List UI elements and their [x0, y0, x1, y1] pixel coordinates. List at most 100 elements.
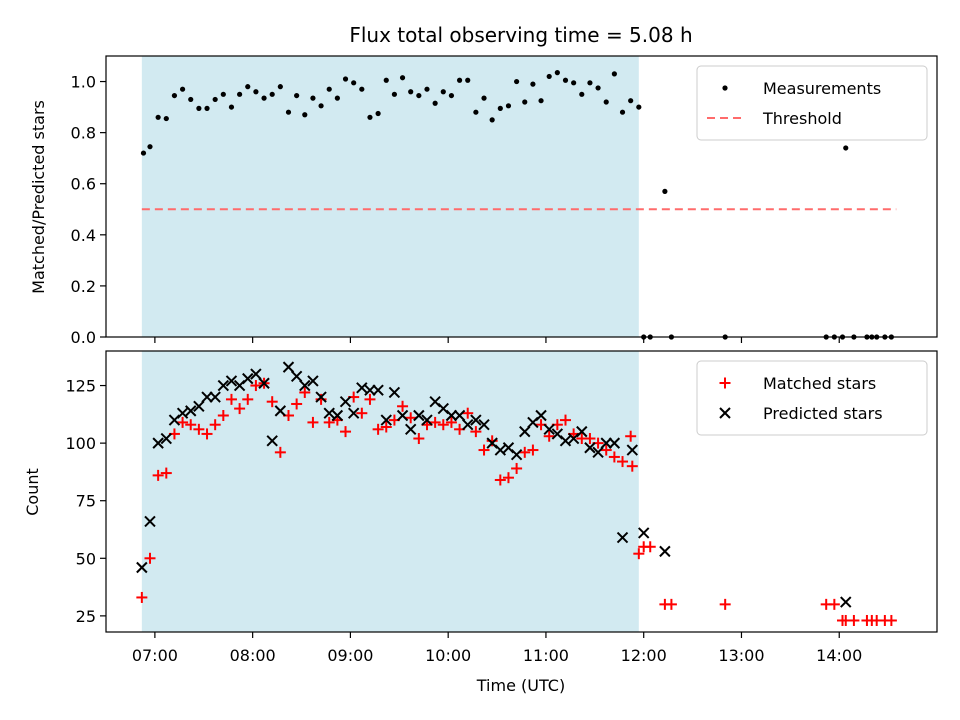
top-legend-label: Measurements — [763, 79, 881, 98]
bottom-point — [274, 405, 287, 417]
bottom-legend-marker — [719, 407, 731, 419]
bottom-y-tick-label: 50 — [76, 549, 96, 568]
top-point — [359, 86, 365, 92]
top-point — [302, 112, 308, 118]
top-point — [140, 150, 147, 156]
top-point — [489, 117, 495, 123]
bottom-point — [177, 416, 189, 428]
bottom-y-tick-label: 25 — [76, 607, 96, 626]
top-point — [538, 98, 544, 104]
top-point — [579, 91, 585, 97]
top-point — [399, 75, 406, 81]
bottom-legend-box — [696, 360, 928, 436]
top-point — [163, 115, 169, 122]
bottom-point — [323, 407, 335, 419]
bottom-point — [144, 515, 156, 528]
bottom-point — [584, 442, 596, 454]
top-point — [587, 80, 593, 86]
top-legend-marker — [722, 85, 728, 91]
top-point — [554, 70, 560, 76]
bottom-point — [445, 416, 457, 428]
bottom-point — [290, 370, 303, 383]
top-point — [456, 77, 463, 83]
bottom-x-tick-label: 08:00 — [230, 646, 276, 665]
bottom-y-tick-label: 125 — [65, 377, 96, 396]
top-y-tick-label: 0.2 — [71, 277, 96, 296]
bottom-point — [323, 416, 335, 428]
top-point — [367, 114, 373, 120]
bottom-point — [462, 407, 474, 419]
bottom-point — [364, 393, 376, 405]
top-point — [473, 109, 479, 115]
top-point — [269, 91, 275, 97]
bottom-point — [543, 423, 555, 436]
top-legend: Measurements Threshold — [696, 65, 928, 141]
top-point — [245, 84, 251, 90]
bottom-y-tick-label: 100 — [65, 434, 96, 453]
top-observing-window — [141, 56, 639, 337]
top-point — [416, 92, 422, 99]
top-point — [155, 114, 161, 120]
top-y-tick-label: 0.0 — [71, 328, 96, 347]
bottom-point — [217, 379, 230, 392]
bottom-point — [584, 433, 596, 445]
top-point — [481, 95, 487, 101]
x-axis-label: Time (UTC) — [476, 676, 565, 695]
bottom-point — [160, 432, 172, 445]
top-y-tick-label: 0.8 — [71, 124, 96, 143]
bottom-point — [282, 361, 295, 373]
top-plot-frame — [105, 55, 938, 338]
top-point — [253, 89, 259, 95]
bottom-point — [144, 552, 156, 564]
bottom-point — [201, 428, 213, 440]
top-point — [196, 105, 202, 111]
bottom-point — [453, 409, 466, 422]
bottom-point — [848, 614, 860, 626]
top-point — [237, 91, 243, 97]
bottom-point — [617, 456, 629, 468]
bottom-legend-label: Predicted stars — [763, 404, 883, 423]
top-point — [147, 144, 153, 150]
top-point — [546, 73, 552, 80]
top-point — [432, 100, 438, 106]
top-point — [326, 86, 332, 92]
top-point — [261, 95, 267, 101]
top-point — [228, 104, 235, 110]
bottom-point — [225, 375, 238, 387]
bottom-point — [307, 375, 319, 387]
bottom-observing-window — [141, 351, 639, 632]
bottom-point — [511, 462, 523, 474]
top-point — [611, 71, 617, 77]
bottom-point — [462, 418, 474, 431]
top-point — [334, 95, 340, 101]
bottom-point — [307, 416, 319, 428]
bottom-point — [397, 400, 409, 412]
top-point — [204, 105, 210, 111]
bottom-point — [209, 419, 221, 431]
top-point — [318, 103, 324, 109]
bottom-point — [644, 541, 656, 553]
bottom-point — [193, 400, 205, 412]
bottom-point — [494, 444, 507, 456]
bottom-legend-label: Matched stars — [763, 374, 876, 393]
bottom-point — [347, 407, 360, 419]
bottom-point — [356, 407, 368, 419]
top-y-tick-label: 1.0 — [71, 73, 96, 92]
bottom-legend-marker — [719, 377, 731, 389]
bottom-point — [840, 596, 852, 608]
bottom-point — [152, 469, 164, 481]
bottom-point — [519, 425, 531, 438]
bottom-point — [225, 393, 237, 405]
bottom-point — [470, 426, 482, 438]
bottom-point — [274, 446, 286, 458]
chart-title: Flux total observing time = 5.08 h — [349, 23, 692, 47]
bottom-point — [315, 391, 327, 403]
bottom-point — [616, 531, 629, 544]
bottom-x-tick-label: 07:00 — [132, 646, 178, 665]
bottom-point — [421, 414, 433, 426]
bottom-point — [600, 437, 612, 449]
top-legend-label: Threshold — [762, 109, 842, 128]
top-point — [522, 99, 528, 105]
bottom-point — [413, 409, 425, 422]
